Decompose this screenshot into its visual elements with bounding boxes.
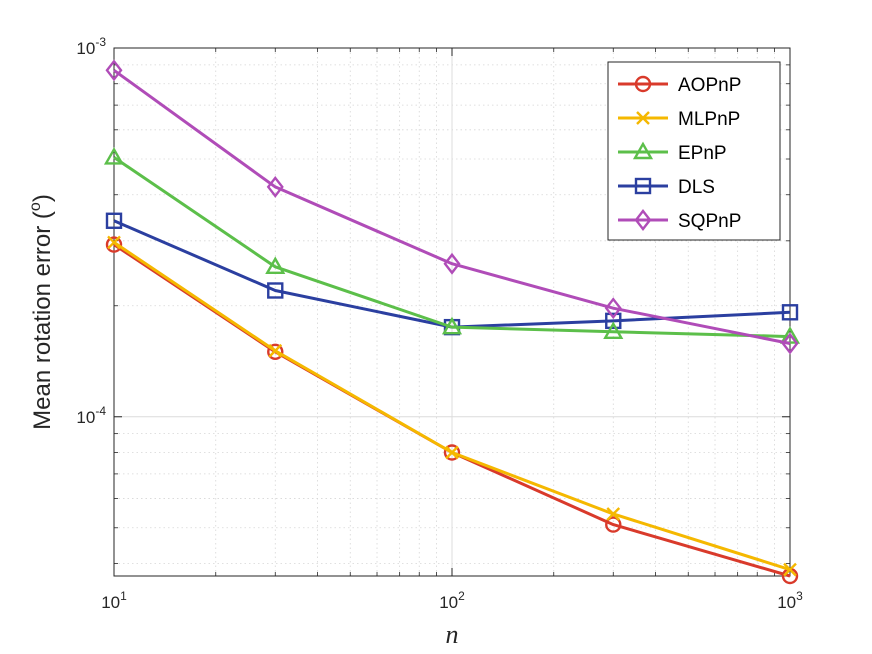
data-point-mlpnp bbox=[606, 507, 621, 521]
data-point-dls bbox=[781, 304, 799, 321]
x-tick-base: 10 bbox=[777, 593, 796, 612]
y-tick-labels: 10-410-3 bbox=[76, 35, 106, 427]
y-axis-label-main: Mean rotation error ( bbox=[29, 211, 56, 430]
legend-label-mlpnp: MLPnP bbox=[678, 109, 740, 130]
data-point-aopnp bbox=[105, 236, 123, 253]
data-point-sqpnp bbox=[105, 59, 123, 82]
data-point-aopnp bbox=[605, 516, 622, 533]
data-point-sqpnp bbox=[604, 297, 622, 320]
x-tick-exponent: 1 bbox=[120, 589, 127, 603]
y-axis-label: Mean rotation error (o) bbox=[27, 194, 56, 430]
series-sqpnp bbox=[105, 59, 799, 355]
data-point-mlpnp bbox=[445, 445, 459, 460]
y-tick-label: 10-3 bbox=[76, 35, 106, 58]
legend-label-dls: DLS bbox=[678, 177, 715, 198]
data-point-mlpnp bbox=[268, 343, 283, 358]
x-tick-label: 102 bbox=[439, 589, 465, 612]
data-point-epnp bbox=[103, 146, 125, 165]
data-point-dls bbox=[267, 282, 284, 299]
data-point-epnp bbox=[441, 316, 463, 335]
series-line-epnp bbox=[113, 156, 791, 339]
legend-item-aopnp: AOPnP bbox=[618, 75, 741, 96]
legend-marker-mlpnp bbox=[636, 111, 650, 125]
legend-label-sqpnp: SQPnP bbox=[678, 211, 741, 232]
x-tick-base: 10 bbox=[439, 593, 458, 612]
legend-marker-epnp bbox=[632, 141, 654, 160]
legend-item-dls: DLS bbox=[618, 177, 715, 198]
y-tick-base: 10 bbox=[76, 39, 95, 58]
series-line-sqpnp bbox=[113, 69, 791, 345]
legend-item-epnp: EPnP bbox=[618, 141, 727, 164]
x-tick-base: 10 bbox=[101, 593, 120, 612]
x-tick-labels: 101 102 103 bbox=[101, 589, 803, 612]
legend-marker-aopnp bbox=[634, 75, 652, 93]
data-point-dls bbox=[105, 212, 123, 229]
x-tick-label: 101 bbox=[101, 589, 127, 612]
y-tick-label: 10-4 bbox=[76, 404, 106, 427]
data-point-sqpnp bbox=[266, 175, 284, 198]
y-axis-label-close: ) bbox=[29, 194, 56, 202]
data-point-epnp bbox=[265, 256, 286, 275]
legend-marker-sqpnp bbox=[634, 209, 652, 231]
y-tick-exponent: -3 bbox=[95, 35, 106, 49]
data-point-mlpnp bbox=[783, 562, 797, 577]
x-axis-label: n bbox=[446, 620, 459, 649]
legend-label-epnp: EPnP bbox=[678, 143, 727, 164]
data-point-aopnp bbox=[267, 343, 284, 361]
x-tick-exponent: 3 bbox=[796, 589, 803, 603]
data-point-epnp bbox=[603, 321, 624, 339]
data-point-dls bbox=[605, 312, 622, 330]
x-tick-exponent: 2 bbox=[458, 589, 465, 603]
data-point-sqpnp bbox=[781, 332, 799, 355]
legend: AOPnP MLPnP EPnP DLS SQPnP bbox=[607, 61, 781, 241]
x-tick-label: 103 bbox=[777, 589, 803, 612]
y-tick-exponent: -4 bbox=[95, 404, 106, 418]
y-axis-label-degree: o bbox=[27, 202, 44, 211]
data-point-aopnp bbox=[443, 444, 461, 461]
legend-label-aopnp: AOPnP bbox=[678, 75, 741, 96]
y-tick-base: 10 bbox=[76, 408, 95, 427]
series-mlpnp bbox=[107, 235, 797, 577]
legend-item-sqpnp: SQPnP bbox=[618, 209, 741, 232]
legend-item-mlpnp: MLPnP bbox=[618, 109, 740, 130]
legend-marker-dls bbox=[634, 177, 652, 195]
series-epnp bbox=[103, 146, 801, 344]
data-point-mlpnp bbox=[107, 235, 121, 250]
series-layer bbox=[103, 59, 801, 585]
data-point-sqpnp bbox=[443, 252, 461, 275]
